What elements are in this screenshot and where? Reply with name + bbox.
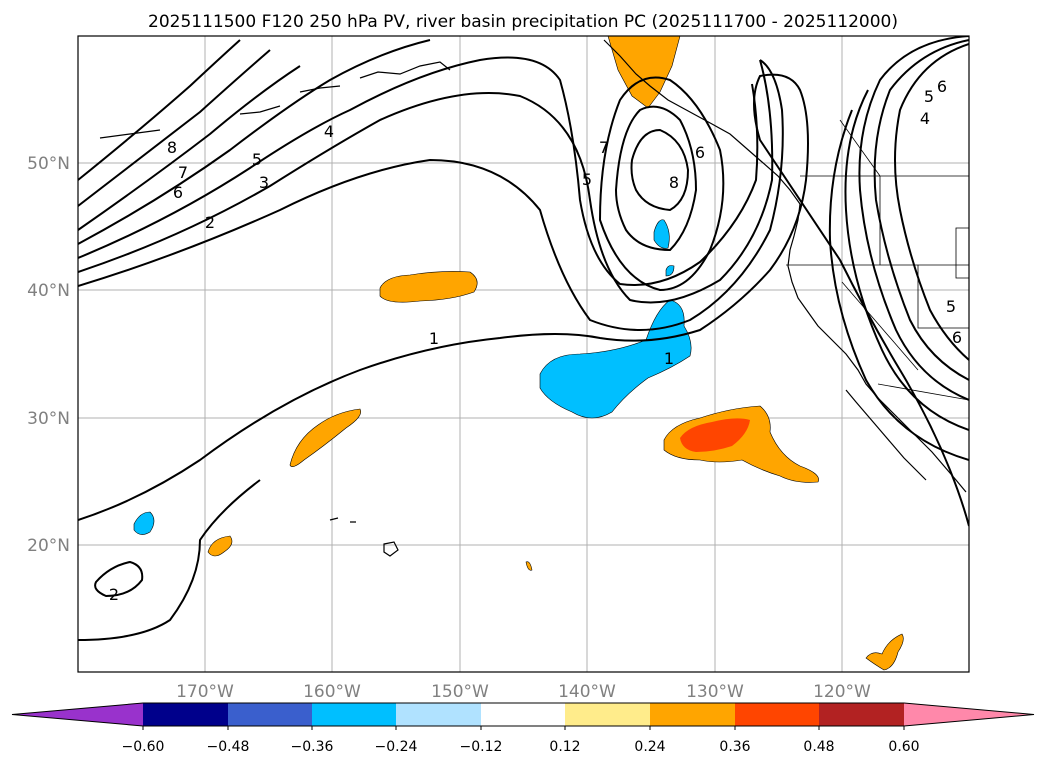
baja-coast xyxy=(845,389,927,481)
colorbar-segment xyxy=(819,703,904,726)
contour-1 xyxy=(78,73,969,527)
contour-1-south xyxy=(78,479,261,641)
colorbar-tick-label: −0.36 xyxy=(291,739,334,755)
contour-label: 5 xyxy=(252,150,262,169)
colorbar-tick-label: 0.12 xyxy=(549,739,580,755)
contour-label: 8 xyxy=(167,138,177,157)
pv-contours xyxy=(78,36,969,641)
colorbar-tick-label: −0.12 xyxy=(460,739,503,755)
lon-label: 150°W xyxy=(431,682,489,702)
colorbar-tick-label: 0.36 xyxy=(719,739,750,755)
lat-label: 40°N xyxy=(27,281,70,301)
precip-area-offshore-small xyxy=(665,265,675,277)
colorbar-extend-max xyxy=(904,703,1034,726)
contour-label: 4 xyxy=(324,122,334,141)
colorbar-segment xyxy=(143,703,228,726)
contour-label: 5 xyxy=(924,87,934,106)
contour-label: 2 xyxy=(109,585,119,604)
colorbar-segment xyxy=(481,703,565,726)
contour-east-8 xyxy=(630,128,690,212)
contour-right-3 xyxy=(844,89,969,431)
contour-label: 4 xyxy=(920,109,930,128)
lon-label: 120°W xyxy=(813,682,871,702)
contour-label: 5 xyxy=(946,297,956,316)
lon-label: 140°W xyxy=(558,682,616,702)
colorbar-tick-label: −0.60 xyxy=(122,739,165,755)
lat-label: 30°N xyxy=(27,409,70,429)
figure-title: 2025111500 F120 250 hPa PV, river basin … xyxy=(148,12,898,32)
coastlines xyxy=(99,39,967,557)
colorbar-tick-label: −0.24 xyxy=(375,739,418,755)
contour-east-5 xyxy=(598,76,725,292)
contour-label-group: 8 7 6 5 4 3 2 1 7 5 6 8 1 2 6 5 4 5 6 xyxy=(109,77,962,604)
lat-label: 20°N xyxy=(27,536,70,556)
contour-right-4 xyxy=(858,36,969,401)
contour-label: 6 xyxy=(952,328,962,347)
colorbar-extend-min xyxy=(12,703,143,726)
hawaii xyxy=(329,517,399,557)
contour-2 xyxy=(78,59,784,331)
alaska-coast xyxy=(99,39,801,205)
borders xyxy=(786,119,969,401)
contour-label: 6 xyxy=(937,77,947,96)
contour-label: 7 xyxy=(599,138,609,157)
contour-3 xyxy=(78,59,774,304)
contour-right-2 xyxy=(828,109,969,461)
precip-area-small-islands xyxy=(525,561,533,571)
precip-area-west xyxy=(289,408,361,467)
colorbar-segment xyxy=(565,703,650,726)
contour-4 xyxy=(78,56,759,287)
lon-label: 160°W xyxy=(303,682,361,702)
contour-label: 1 xyxy=(429,329,439,348)
precip-area-baja xyxy=(865,633,904,671)
colorbar-segment xyxy=(396,703,481,726)
colorbar-tick-label: −0.48 xyxy=(207,739,250,755)
contour-right-5 xyxy=(873,39,969,381)
map-area: 8 7 6 5 4 3 2 1 7 5 6 8 1 2 6 5 4 5 6 xyxy=(78,36,969,672)
contour-6 xyxy=(78,65,301,231)
precip-area-far-west xyxy=(133,511,155,535)
colorbar xyxy=(11,702,1035,730)
precip-positive-areas xyxy=(207,36,904,671)
contour-label: 1 xyxy=(664,349,674,368)
contour-7 xyxy=(78,49,271,207)
contour-label: 8 xyxy=(669,173,679,192)
contour-label: 6 xyxy=(695,143,705,162)
colorbar-segment xyxy=(735,703,819,726)
colorbar-segment xyxy=(312,703,396,726)
na-west-coast xyxy=(787,203,967,493)
lat-label: 50°N xyxy=(27,154,70,174)
contour-label: 5 xyxy=(582,170,592,189)
precip-area-offshore xyxy=(653,219,670,249)
map-frame xyxy=(77,35,970,673)
precip-area-alaska xyxy=(607,36,681,109)
contour-label: 6 xyxy=(173,183,183,202)
colorbar-tick-labels: −0.60 −0.48 −0.36 −0.24 −0.12 0.12 0.24 … xyxy=(122,739,920,755)
contour-label: 3 xyxy=(259,173,269,192)
contour-right-6 xyxy=(894,43,969,361)
longitude-labels: 170°W 160°W 150°W 140°W 130°W 120°W xyxy=(176,682,871,702)
contour-5 xyxy=(78,39,431,245)
colorbar-segment xyxy=(650,703,735,726)
contour-east-7 xyxy=(614,105,698,252)
colorbar-segment xyxy=(228,703,312,726)
contour-label: 2 xyxy=(205,213,215,232)
colorbar-tick-label: 0.60 xyxy=(888,739,919,755)
colorbar-tick-label: 0.24 xyxy=(634,739,665,755)
lon-label: 130°W xyxy=(686,682,744,702)
contour-label: 7 xyxy=(178,163,188,182)
latitude-labels: 50°N 40°N 30°N 20°N xyxy=(27,154,70,556)
lon-label: 170°W xyxy=(176,682,234,702)
colorbar-tick-label: 0.48 xyxy=(803,739,834,755)
contour-8 xyxy=(78,39,241,181)
precip-area-southwest xyxy=(207,535,233,557)
contour-2-loop xyxy=(94,560,144,598)
precip-strong-area xyxy=(680,418,750,452)
precip-area-north-pacific xyxy=(379,271,478,303)
